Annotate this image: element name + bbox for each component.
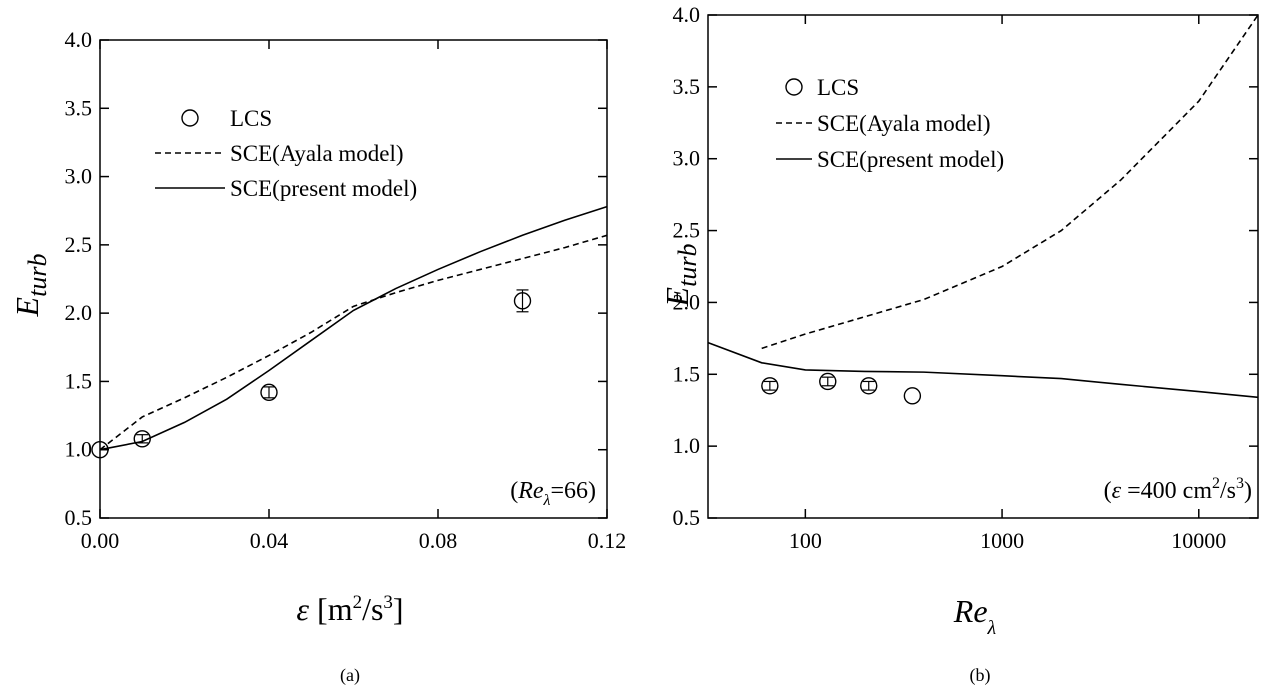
series-line [99, 234, 608, 451]
label-part: ] [393, 591, 404, 627]
anno-part: /s [1220, 478, 1236, 504]
y-tick-label: 3.5 [673, 74, 701, 99]
label-part: E [659, 286, 695, 307]
y-tick-label: 3.0 [65, 164, 93, 189]
y-axis-label: Eturb [9, 254, 52, 318]
data-point [761, 377, 779, 395]
y-tick-label: 0.5 [65, 505, 93, 530]
y-axis-label: Eturb [659, 244, 702, 308]
anno-part: 2 [1212, 475, 1220, 492]
y-tick-label: 1.0 [673, 433, 701, 458]
legend-label: LCS [230, 106, 272, 131]
label-part: [m [309, 591, 353, 627]
legend-label: SCE(Ayala model) [817, 111, 991, 136]
y-tick-label: 3.0 [673, 146, 701, 171]
caption: (b) [970, 665, 991, 686]
caption: (a) [340, 665, 360, 686]
anno-part: Re [517, 478, 544, 504]
label-part: 2 [353, 592, 363, 613]
series-line [99, 205, 608, 451]
label-part: Re [953, 593, 988, 629]
legend-label: SCE(present model) [230, 176, 417, 201]
plot-frame [707, 14, 1259, 519]
series-line [707, 341, 1259, 399]
y-tick-label: 2.0 [673, 289, 701, 314]
x-axis-label: Reλ [953, 593, 997, 639]
data-point [91, 441, 109, 459]
series-line [761, 14, 1259, 350]
y-tick-label: 4.0 [65, 27, 93, 52]
anno-part: ) [1244, 478, 1252, 504]
x-tick-label: 0.04 [250, 528, 289, 553]
x-axis-label: ε [m2/s3] [296, 591, 403, 627]
legend-marker [181, 109, 199, 127]
label-part: turb [23, 254, 52, 297]
label-part: ε [296, 591, 309, 627]
y-tick-label: 2.0 [65, 300, 93, 325]
x-tick-label: 1000 [980, 528, 1024, 553]
y-tick-label: 1.0 [65, 437, 93, 462]
y-tick-label: 2.5 [673, 218, 701, 243]
anno-part: λ [543, 492, 551, 509]
label-part: /s [362, 591, 383, 627]
annotation: (ε =400 cm2/s3) [1104, 475, 1252, 504]
data-point [260, 383, 278, 402]
y-tick-label: 4.0 [673, 2, 701, 27]
anno-part: 3 [1236, 475, 1244, 492]
legend-label: LCS [817, 75, 859, 100]
anno-part: ( [510, 478, 518, 504]
legend-label: SCE(Ayala model) [230, 141, 404, 166]
legend-label: SCE(present model) [817, 147, 1004, 172]
anno-part: =66) [550, 478, 596, 504]
y-tick-label: 3.5 [65, 95, 93, 120]
y-tick-label: 1.5 [673, 361, 701, 386]
label-part: λ [987, 617, 997, 639]
data-point [903, 387, 922, 405]
plot-frame [99, 39, 608, 519]
label-part: turb [673, 244, 702, 287]
x-tick-label: 0.12 [588, 528, 627, 553]
data-point [819, 372, 837, 391]
data-point [133, 430, 151, 448]
anno-part: ε [1112, 478, 1122, 504]
label-part: E [9, 296, 45, 317]
x-tick-label: 0.00 [81, 528, 120, 553]
label-part: 3 [383, 592, 393, 613]
x-tick-label: 0.08 [419, 528, 458, 553]
y-tick-label: 1.5 [65, 368, 93, 393]
y-tick-label: 0.5 [673, 505, 701, 530]
x-tick-label: 10000 [1171, 528, 1226, 553]
anno-part: =400 cm [1121, 478, 1212, 504]
anno-part: ( [1104, 478, 1112, 504]
x-tick-label: 100 [789, 528, 822, 553]
legend-marker [785, 78, 803, 96]
annotation: (Reλ=66) [510, 478, 596, 509]
y-tick-label: 2.5 [65, 232, 93, 257]
data-point [860, 377, 878, 395]
